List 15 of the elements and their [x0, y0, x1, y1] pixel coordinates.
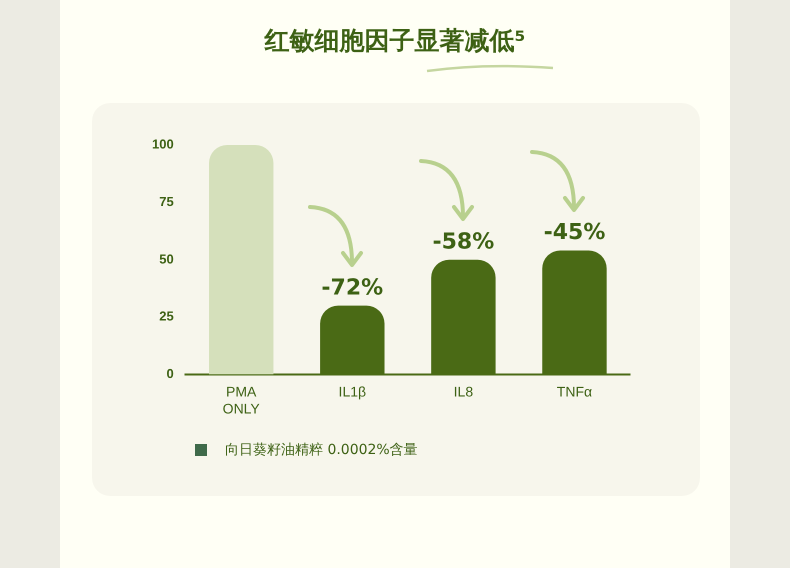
y-tick-label: 25: [159, 308, 174, 324]
bar: [209, 145, 274, 374]
x-tick-label: PMA ONLY: [222, 384, 260, 416]
y-tick-label: 75: [159, 194, 174, 209]
y-tick-label: 100: [152, 136, 174, 152]
annotation: -58%: [432, 229, 494, 254]
y-tick-label: 50: [159, 251, 174, 266]
annotation: -45%: [544, 220, 606, 246]
annotation: -72%: [321, 275, 384, 300]
text: 向日葵籽油精粹 0.0002%含量: [225, 441, 418, 459]
chart-title: 红敏细胞因子显著减低⁵: [263, 25, 526, 57]
y-tick-label: 0: [166, 366, 174, 381]
x-tick-label: IL8: [454, 384, 474, 400]
x-tick-label: IL1β: [338, 384, 366, 400]
x-tick-label: TNFα: [556, 384, 592, 400]
